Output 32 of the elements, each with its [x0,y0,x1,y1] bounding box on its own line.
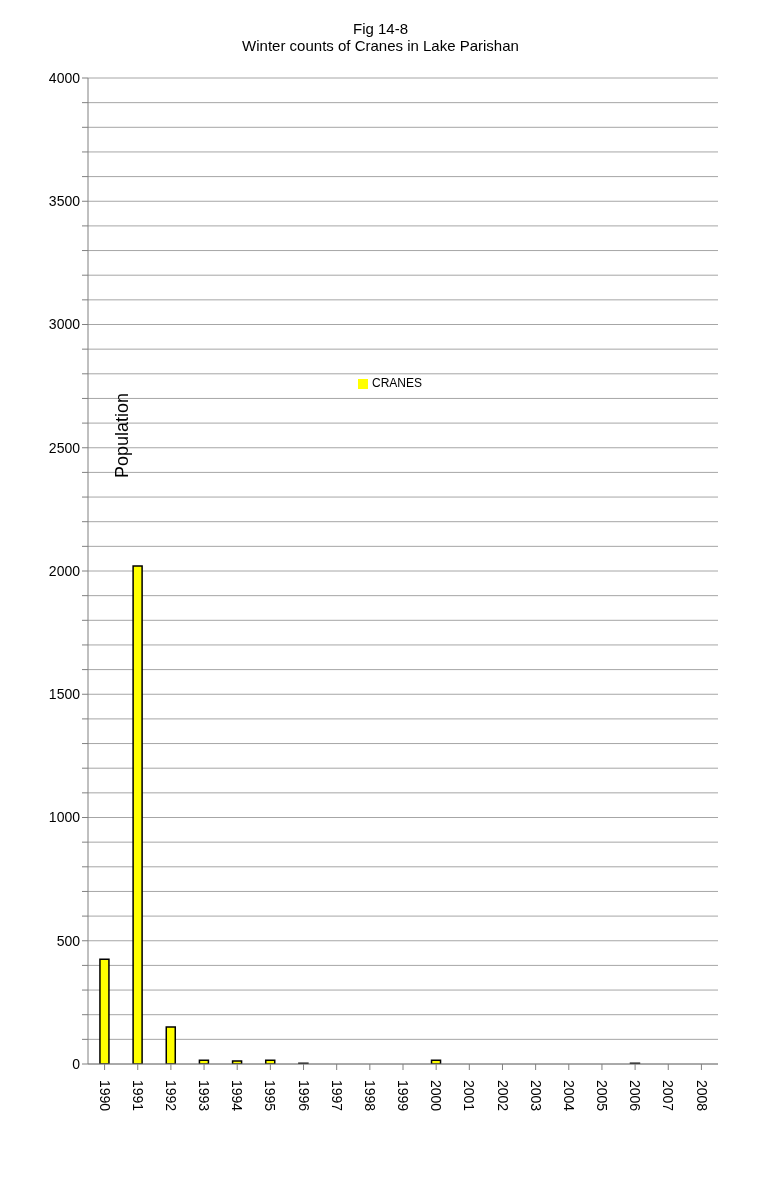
chart-subtitle: Winter counts of Cranes in Lake Parishan [241,37,520,54]
y-tick-label: 1500 [48,686,81,703]
x-tick-label: 1991 [129,1080,146,1112]
y-tick-label: 3500 [48,193,81,210]
chart-title: Fig 14-8 [352,19,409,37]
x-tick-label: 2006 [627,1080,644,1112]
x-tick-label: 2001 [461,1080,478,1112]
x-tick-label: 2003 [527,1080,544,1112]
x-tick-label: 1992 [162,1080,179,1112]
x-tick-label: 1996 [295,1080,312,1112]
x-tick-label: 1993 [196,1080,213,1112]
x-tick-label: 2002 [494,1080,511,1112]
x-tick-label: 1994 [229,1080,246,1112]
y-tick-label: 3000 [48,316,81,333]
x-tick-label: 2000 [428,1080,445,1112]
y-tick-label: 2000 [48,562,81,579]
y-axis-title: Population [112,392,132,478]
legend-label: CRANES [372,376,423,390]
x-tick-label: 1997 [328,1080,345,1112]
x-tick-label: 2005 [594,1080,611,1112]
y-tick-label: 0 [72,1055,81,1072]
x-tick-label: 2004 [560,1080,577,1112]
x-tick-label: 2007 [660,1080,677,1112]
x-tick-label: 1998 [361,1080,378,1112]
x-tick-label: 1995 [262,1080,279,1112]
x-tick-label: 2008 [693,1080,710,1112]
x-tick-label: 1999 [395,1080,412,1112]
y-tick-label: 500 [56,932,81,949]
y-tick-label: 2500 [48,439,81,456]
x-tick-label: 1990 [96,1080,113,1112]
y-tick-label: 4000 [48,69,81,86]
y-tick-label: 1000 [48,809,81,826]
